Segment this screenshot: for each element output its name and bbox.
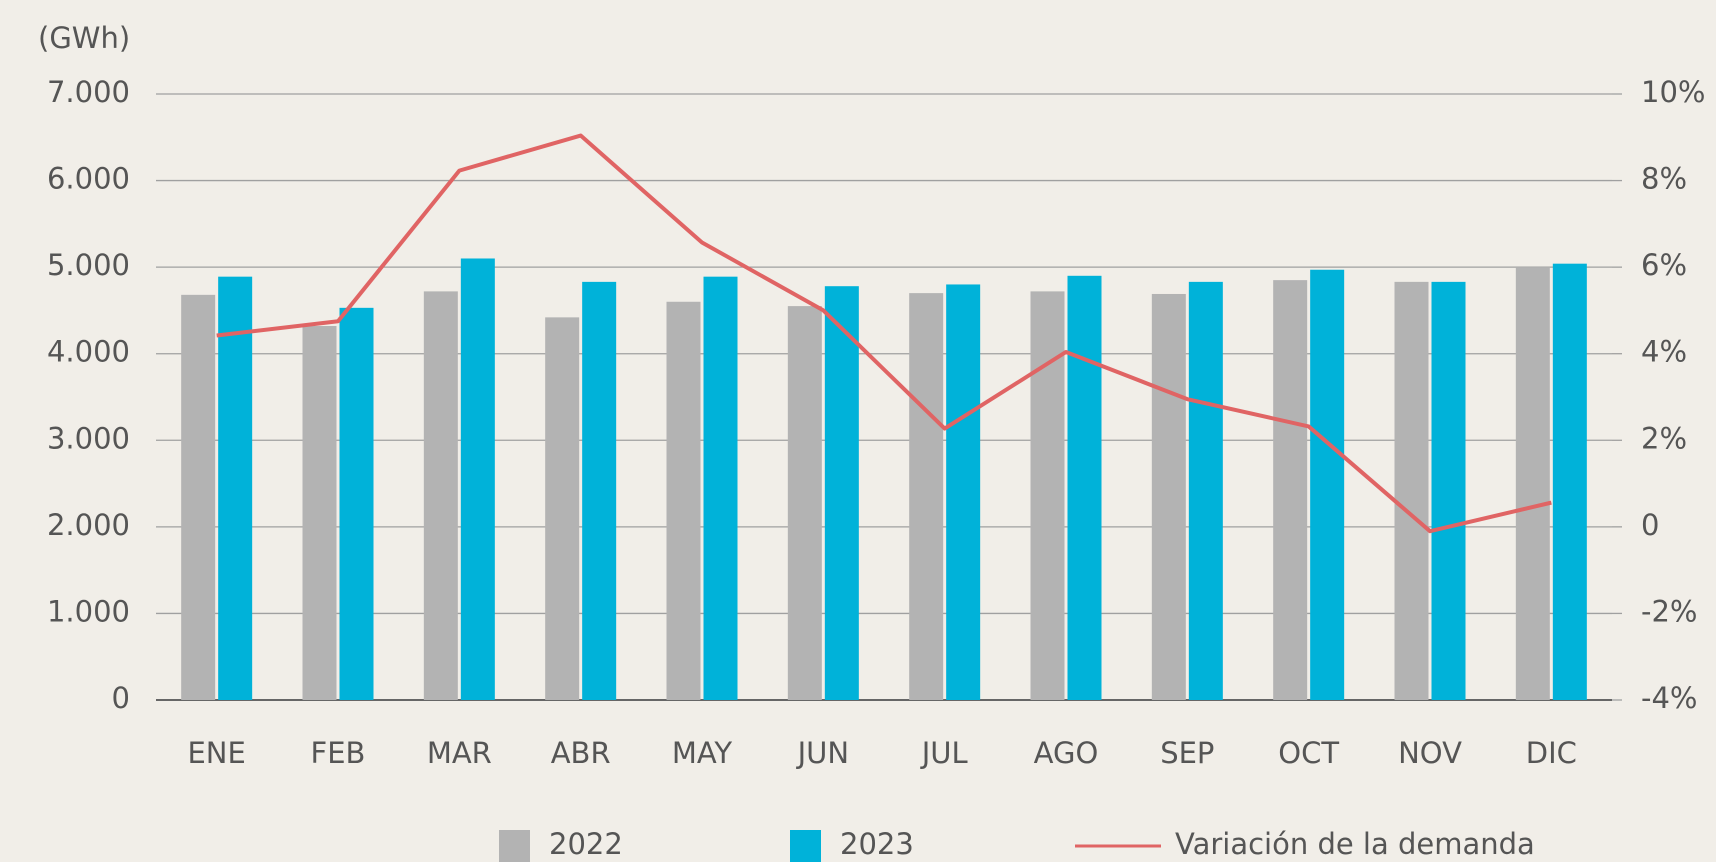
bar	[946, 284, 981, 700]
legend-label: 2022	[549, 827, 623, 861]
y2-tick-label: 4%	[1641, 335, 1687, 369]
y2-tick-label: 2%	[1641, 421, 1687, 455]
bar	[1394, 281, 1429, 700]
bar	[1273, 280, 1308, 700]
bar	[787, 306, 822, 700]
x-tick-label: OCT	[1278, 736, 1339, 770]
bar	[218, 276, 253, 700]
y2-tick-label: 10%	[1641, 75, 1705, 109]
y-axis-label: (GWh)	[38, 21, 130, 55]
y-tick-label: 4.000	[47, 335, 130, 369]
legend-swatch	[790, 830, 821, 862]
bar	[339, 307, 374, 700]
x-tick-label: JUN	[796, 736, 849, 770]
bar	[1188, 281, 1223, 700]
y2-tick-label: 6%	[1641, 248, 1687, 282]
y-tick-label: 5.000	[47, 248, 130, 282]
y2-tick-label: -2%	[1641, 594, 1697, 628]
bar	[1030, 291, 1065, 700]
x-tick-label: DIC	[1526, 736, 1577, 770]
legend-swatch	[499, 830, 530, 862]
bar	[1515, 267, 1550, 700]
x-tick-label: ABR	[551, 736, 611, 770]
y-tick-label: 1.000	[47, 594, 130, 628]
y2-tick-label: 0	[1641, 508, 1659, 542]
y-tick-label: 7.000	[47, 75, 130, 109]
x-tick-label: FEB	[311, 736, 366, 770]
bar	[181, 294, 216, 700]
bar	[666, 301, 701, 700]
bar	[582, 281, 617, 700]
bar	[545, 317, 580, 700]
bar	[909, 293, 944, 700]
x-tick-label: SEP	[1160, 736, 1214, 770]
y-tick-label: 6.000	[47, 162, 130, 196]
bar	[1310, 269, 1345, 700]
legend-label: Variación de la demanda	[1175, 827, 1535, 861]
bar	[1552, 263, 1587, 700]
x-tick-label: JUL	[920, 736, 968, 770]
x-tick-label: ENE	[187, 736, 245, 770]
x-tick-label: AGO	[1034, 736, 1099, 770]
y2-tick-label: -4%	[1641, 681, 1697, 715]
line	[216, 133, 1552, 534]
y2-tick-label: 8%	[1641, 162, 1687, 196]
y-tick-label: 0	[112, 681, 130, 715]
bar	[703, 276, 738, 700]
bar	[460, 258, 495, 700]
bar	[1151, 293, 1186, 700]
y-tick-label: 2.000	[47, 508, 130, 542]
x-tick-label: MAR	[427, 736, 492, 770]
x-tick-label: MAY	[672, 736, 733, 770]
x-tick-label: NOV	[1398, 736, 1462, 770]
legend-label: 2023	[840, 827, 914, 861]
bar	[1431, 281, 1466, 700]
bar	[423, 291, 458, 700]
bar	[1067, 275, 1102, 700]
bar	[824, 286, 859, 700]
bar	[302, 326, 337, 700]
y-tick-label: 3.000	[47, 421, 130, 455]
